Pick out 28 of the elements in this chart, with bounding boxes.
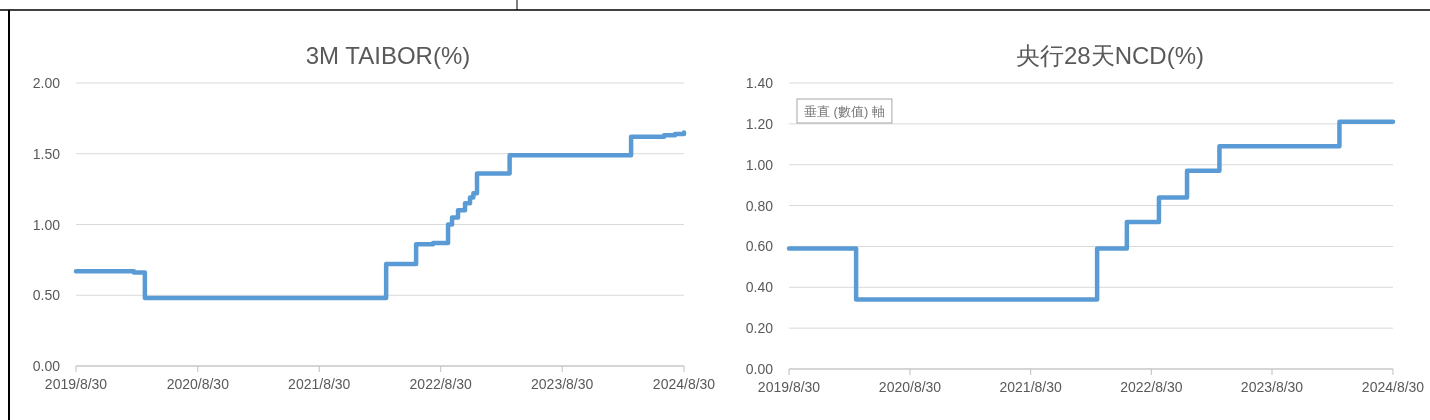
chart-title: 3M TAIBOR(%) (305, 42, 471, 69)
x-tick-label: 2024/8/30 (652, 376, 716, 392)
x-tick-label: 2022/8/30 (409, 376, 473, 392)
x-tick-label: 2019/8/30 (757, 379, 821, 395)
y-tick-label: 0.80 (745, 197, 774, 214)
x-tick-label: 2023/8/30 (1240, 379, 1304, 395)
y-tick-label: 1.00 (32, 216, 61, 233)
x-tick-label: 2023/8/30 (531, 376, 594, 392)
y-tick-label: 0.00 (32, 358, 61, 374)
y-tick-label: 0.40 (745, 279, 774, 296)
x-tick-label: 2020/8/30 (166, 376, 230, 392)
x-tick-label: 2022/8/30 (1120, 379, 1183, 395)
y-tick-label: 1.00 (745, 156, 774, 173)
annotation: 垂直 (數值) 軸 (804, 104, 885, 119)
y-tick-label: 1.40 (745, 75, 774, 91)
x-tick-label: 2021/8/30 (999, 379, 1063, 395)
y-tick-label: 0.00 (745, 361, 774, 377)
x-tick-label: 2020/8/30 (878, 379, 942, 395)
x-tick-label: 2019/8/30 (44, 376, 108, 392)
chart-title: 央行28天NCD(%) (1015, 42, 1205, 69)
y-tick-label: 1.20 (745, 115, 774, 132)
y-tick-label: 0.50 (32, 287, 61, 304)
y-tick-label: 0.60 (745, 238, 774, 255)
y-tick-label: 2.00 (32, 75, 61, 91)
y-tick-label: 0.20 (745, 320, 774, 337)
x-tick-label: 2024/8/30 (1361, 379, 1425, 395)
y-tick-label: 1.50 (32, 145, 61, 162)
x-tick-label: 2021/8/30 (288, 376, 351, 392)
